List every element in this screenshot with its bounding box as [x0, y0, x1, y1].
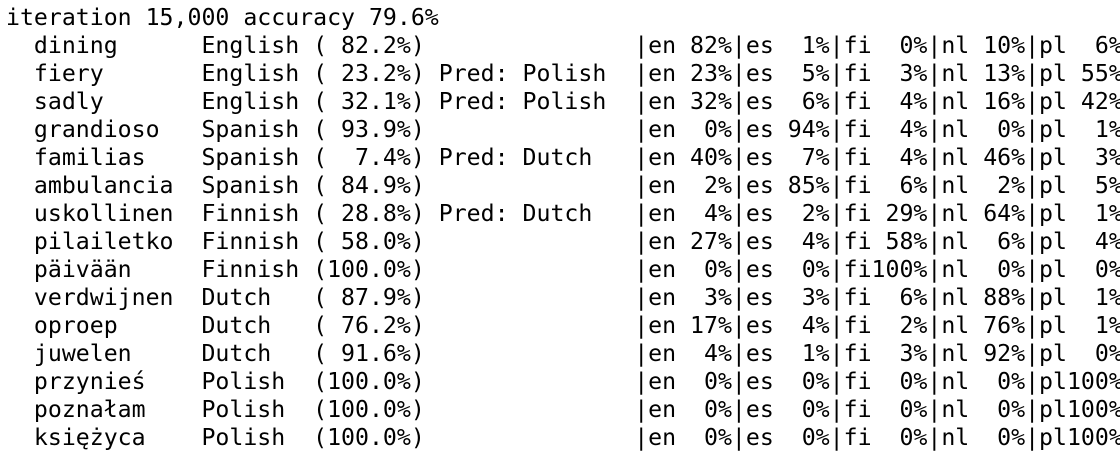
prediction-row: ambulancia Spanish ( 84.9%) |en 2%|es 85… [6, 172, 1120, 199]
prediction-row: poznałam Polish (100.0%) |en 0%|es 0%|fi… [6, 396, 1120, 423]
prediction-row: uskollinen Finnish ( 28.8%) Pred: Dutch … [6, 200, 1120, 227]
header-line: iteration 15,000 accuracy 79.6% [6, 4, 439, 31]
prediction-row: päivään Finnish (100.0%) |en 0%|es 0%|fi… [6, 256, 1120, 283]
prediction-row: familias Spanish ( 7.4%) Pred: Dutch |en… [6, 144, 1120, 171]
prediction-row: grandioso Spanish ( 93.9%) |en 0%|es 94%… [6, 116, 1120, 143]
prediction-row: pilailetko Finnish ( 58.0%) |en 27%|es 4… [6, 228, 1120, 255]
prediction-row: przynieś Polish (100.0%) |en 0%|es 0%|fi… [6, 368, 1120, 395]
prediction-row: juwelen Dutch ( 91.6%) |en 4%|es 1%|fi 3… [6, 340, 1120, 367]
prediction-row: księżyca Polish (100.0%) |en 0%|es 0%|fi… [6, 424, 1120, 451]
prediction-row: dining English ( 82.2%) |en 82%|es 1%|fi… [6, 32, 1120, 59]
prediction-row: fiery English ( 23.2%) Pred: Polish |en … [6, 60, 1120, 87]
prediction-row: sadly English ( 32.1%) Pred: Polish |en … [6, 88, 1120, 115]
prediction-row: verdwijnen Dutch ( 87.9%) |en 3%|es 3%|f… [6, 284, 1120, 311]
prediction-row: oproep Dutch ( 76.2%) |en 17%|es 4%|fi 2… [6, 312, 1120, 339]
